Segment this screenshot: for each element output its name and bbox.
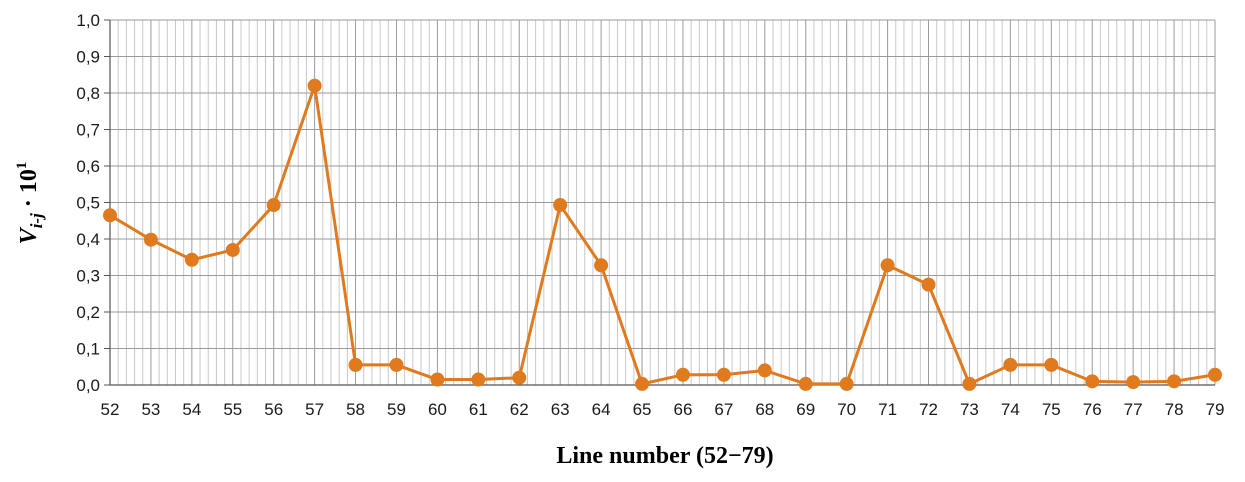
x-tick-label: 54: [182, 400, 201, 419]
y-tick-label: 0,3: [76, 267, 100, 286]
x-tick-label: 69: [796, 400, 815, 419]
x-tick-label: 67: [714, 400, 733, 419]
y-tick-label: 1,0: [76, 11, 100, 30]
x-tick-label: 72: [919, 400, 938, 419]
data-point: [1003, 357, 1018, 372]
data-point: [798, 376, 813, 391]
data-point: [962, 376, 977, 391]
x-tick-label: 59: [387, 400, 406, 419]
data-point: [1167, 374, 1182, 389]
data-point: [389, 357, 404, 372]
x-tick-label: 57: [305, 400, 324, 419]
y-axis-title-superscript: 1: [14, 162, 30, 170]
x-tick-label: 53: [141, 400, 160, 419]
x-tick-label: 74: [1001, 400, 1020, 419]
data-point: [635, 376, 650, 391]
data-point: [1126, 375, 1141, 390]
x-tick-label: 58: [346, 400, 365, 419]
data-point: [1208, 367, 1222, 382]
x-tick-label: 75: [1042, 400, 1061, 419]
data-point: [184, 252, 199, 267]
y-tick-label: 0,9: [76, 48, 100, 67]
y-tick-label: 0,2: [76, 303, 100, 322]
series-line: [109, 84, 1216, 386]
y-axis-title-subscript: i-j: [27, 213, 46, 228]
x-tick-label: 76: [1083, 400, 1102, 419]
series-layer: [103, 78, 1222, 391]
x-tick-label: 61: [469, 400, 488, 419]
x-tick-label: 66: [674, 400, 693, 419]
x-tick-label: 63: [551, 400, 570, 419]
x-tick-label: 71: [878, 400, 897, 419]
data-point: [512, 370, 527, 385]
y-tick-label: 0,1: [76, 340, 100, 359]
data-point: [143, 232, 158, 247]
x-tick-label: 65: [633, 400, 652, 419]
data-point: [921, 277, 936, 292]
x-tick-label: 64: [592, 400, 611, 419]
y-axis-title-base: V: [16, 226, 42, 244]
data-point: [675, 367, 690, 382]
data-point: [553, 198, 568, 213]
data-point: [1044, 357, 1059, 372]
x-tick-label: 68: [755, 400, 774, 419]
y-axis-title-rest: · 10: [16, 169, 42, 213]
x-tick-label: 56: [264, 400, 283, 419]
data-point: [430, 372, 445, 387]
y-tick-label: 0,5: [76, 194, 100, 213]
data-point: [594, 258, 609, 273]
x-tick-label: 78: [1165, 400, 1184, 419]
y-tick-labels: 0,0 0,1 0,2 0,3 0,4 0,5 0,6 0,7 0,8 0,9 1,0: [76, 11, 100, 395]
data-point: [103, 208, 117, 223]
data-point: [266, 198, 281, 213]
y-tick-label: 0,4: [76, 230, 100, 249]
axes: [104, 19, 1215, 386]
x-tick-label: 52: [101, 400, 120, 419]
y-tick-label: 0,8: [76, 84, 100, 103]
x-tick-label: 55: [223, 400, 242, 419]
data-point: [880, 258, 895, 273]
x-tick-label: 79: [1206, 400, 1225, 419]
x-axis-title: Line number (52−79): [556, 443, 773, 469]
x-tick-label: 60: [428, 400, 447, 419]
y-tick-label: 0,6: [76, 157, 100, 176]
y-tick-label: 0,7: [76, 121, 100, 140]
data-point: [757, 363, 772, 378]
data-point: [307, 78, 322, 93]
data-point: [348, 357, 363, 372]
y-tick-label: 0,0: [76, 376, 100, 395]
x-tick-labels: 52 53 54 55 56 57 58 59 60 61 62 63 64 65 66 67 68 69 70 71…: [101, 400, 1225, 419]
data-point: [1085, 374, 1100, 389]
data-point: [839, 376, 854, 391]
x-tick-label: 73: [960, 400, 979, 419]
data-point: [716, 367, 731, 382]
data-point: [471, 372, 486, 387]
x-tick-label: 77: [1124, 400, 1143, 419]
y-axis-title: Vi-j · 101: [14, 162, 46, 245]
x-tick-label: 62: [510, 400, 529, 419]
data-point: [225, 242, 240, 257]
x-tick-label: 70: [837, 400, 856, 419]
